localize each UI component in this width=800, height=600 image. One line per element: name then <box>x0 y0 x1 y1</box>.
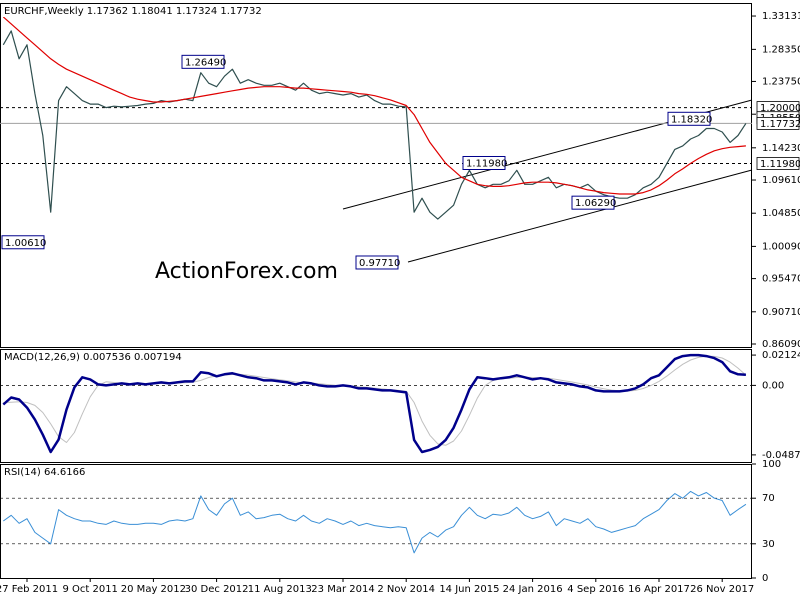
annotation-label: 1.26490 <box>185 57 226 68</box>
title-bg <box>2 351 176 363</box>
y-tick-label: 1.00090 <box>762 241 800 252</box>
y-tick-label: 70 <box>762 493 775 504</box>
level-label: 1.17732 <box>760 119 800 130</box>
x-tick-label: 14 Jun 2015 <box>439 584 499 595</box>
y-tick-label: 0.86090 <box>762 339 800 350</box>
y-tick-label: 1.04850 <box>762 208 800 219</box>
y-tick-label: -0.048716 <box>762 450 800 461</box>
panel-title: MACD(12,26,9) 0.007536 0.007194 <box>4 352 182 363</box>
level-label: 1.20000 <box>760 103 800 114</box>
annotation-box <box>667 111 711 126</box>
annotation-label: 1.00610 <box>5 238 46 249</box>
annotation-box <box>1 235 45 250</box>
panel-frame <box>0 349 752 463</box>
series-line <box>2 353 746 454</box>
annotation-label: 0.97710 <box>359 258 400 269</box>
x-tick-label: 24 Jan 2016 <box>503 584 563 595</box>
panel-frame <box>0 464 752 579</box>
panel-frame <box>0 3 752 348</box>
x-tick-label: 2 Nov 2014 <box>377 584 435 595</box>
y-tick-label: 1.14230 <box>762 143 800 154</box>
annotation-label: 1.18320 <box>671 114 712 125</box>
y-tick-label: 30 <box>762 539 775 550</box>
title-bg <box>2 5 260 17</box>
annotation-label: 1.06290 <box>575 198 616 209</box>
level-label-box <box>756 157 800 170</box>
panel-title: EURCHF,Weekly 1.17362 1.18041 1.17324 1.… <box>4 6 262 17</box>
x-tick-label: 9 Oct 2011 <box>62 584 117 595</box>
series-line <box>2 16 746 195</box>
level-label-box <box>756 116 800 130</box>
annotation-box <box>462 155 506 170</box>
series-line <box>3 490 747 554</box>
y-tick-label: 0.95470 <box>762 274 800 285</box>
annotation-box <box>571 195 615 210</box>
watermark: ActionForex.com <box>155 259 338 284</box>
x-tick-label: 16 Apr 2017 <box>628 584 690 595</box>
y-tick-label: 1.33131 <box>762 11 800 22</box>
y-tick-label: 0.90710 <box>762 307 800 318</box>
x-tick-label: 30 Dec 2012 <box>185 584 249 595</box>
panel-title: RSI(14) 64.6166 <box>4 467 85 478</box>
y-tick-label: 0.021242 <box>762 350 800 361</box>
x-tick-label: 4 Sep 2016 <box>567 584 624 595</box>
y-tick-label: 0 <box>762 573 768 584</box>
annotation-box <box>181 54 225 69</box>
y-tick-label: 1.23750 <box>762 76 800 87</box>
annotation-label: 1.11980 <box>466 158 507 169</box>
title-bg <box>2 466 86 478</box>
x-tick-label: 11 Aug 2013 <box>248 584 312 595</box>
y-tick-label: 1.09610 <box>762 175 800 186</box>
series-line <box>2 30 747 220</box>
channel-lower-line <box>407 169 753 263</box>
x-tick-label: 26 Nov 2017 <box>690 584 754 595</box>
x-tick-label: 20 May 2012 <box>121 584 186 595</box>
x-tick-label: 27 Feb 2011 <box>0 584 58 595</box>
y-tick-label: 1.28350 <box>762 44 800 55</box>
y-tick-label: 100 <box>762 459 781 470</box>
y-tick-label: 0.00 <box>762 380 784 391</box>
annotation-box <box>355 255 399 270</box>
level-label: 1.11980 <box>760 159 800 170</box>
x-tick-label: 23 Mar 2014 <box>311 584 374 595</box>
